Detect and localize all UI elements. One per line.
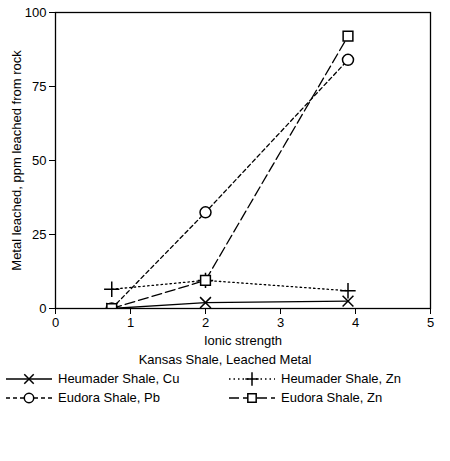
svg-text:5: 5 (427, 315, 434, 330)
html-text:Eudora Shale, Zn: Eudora Shale, Zn (281, 390, 383, 405)
svg-text:2: 2 (202, 315, 209, 330)
svg-text:Ionic strength: Ionic strength (204, 333, 282, 348)
svg-text:25: 25 (32, 227, 46, 242)
html-text:Heumader Shale, Cu: Heumader Shale, Cu (58, 371, 180, 386)
svg-text:3: 3 (277, 315, 284, 330)
svg-text:0: 0 (52, 315, 59, 330)
html-text:Eudora Shale, Pb: Eudora Shale, Pb (58, 390, 160, 405)
html-text:Heumader Shale, Zn: Heumader Shale, Zn (281, 371, 401, 386)
svg-text:50: 50 (32, 153, 46, 168)
html-text:Kansas Shale, Leached Metal: Kansas Shale, Leached Metal (138, 352, 312, 367)
svg-text:100: 100 (25, 5, 47, 20)
svg-text:4: 4 (352, 315, 359, 330)
svg-text:75: 75 (32, 79, 46, 94)
svg-text:0: 0 (39, 301, 46, 316)
svg-text:Metal leached, ppm leached fro: Metal leached, ppm leached from rock (9, 50, 24, 271)
svg-text:1: 1 (127, 315, 134, 330)
